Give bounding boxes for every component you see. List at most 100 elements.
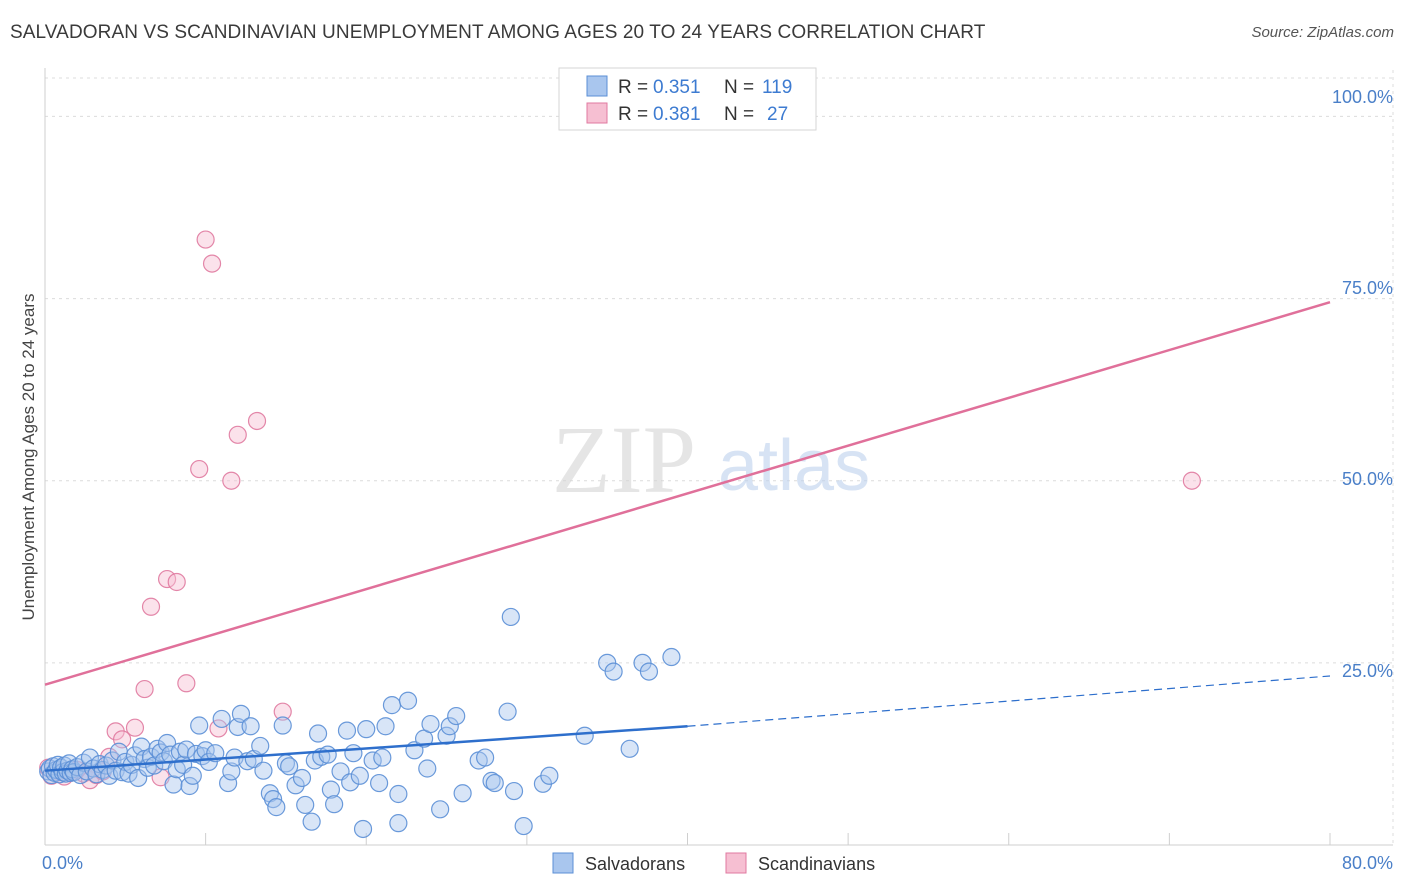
scandinavians-point	[209, 719, 228, 738]
salvadorans-point	[373, 748, 392, 767]
salvadorans-point	[604, 662, 623, 681]
y-tick-label-50: 50.0%	[1342, 469, 1393, 489]
scandinavians-point	[202, 254, 222, 273]
bottom-legend-label-scandinavians: Scandinavians	[758, 854, 875, 874]
bottom-legend-label-salvadorans: Salvadorans	[585, 854, 685, 874]
salvadorans-point	[440, 717, 459, 736]
salvadorans-point	[180, 776, 199, 796]
watermark-atlas: atlas	[718, 426, 870, 506]
salvadorans-point	[231, 704, 251, 723]
scandinavians-point	[125, 718, 145, 737]
salvadorans-point	[437, 726, 456, 745]
scandinavians-point	[177, 674, 196, 693]
bottom-legend-swatch-scandinavians	[725, 852, 747, 874]
scandinavians-point	[273, 702, 292, 721]
salvadorans-point	[398, 691, 418, 710]
x-tick-label-min: 0.0%	[42, 853, 83, 873]
scandinavians-point	[228, 425, 247, 444]
scandinavians-point	[222, 471, 241, 490]
salvadorans-point	[302, 812, 321, 831]
salvadorans-point	[280, 757, 299, 776]
salvadorans-point	[251, 736, 270, 756]
salvadorans-point	[620, 739, 639, 758]
salvadorans-point	[222, 762, 241, 781]
salvadorans-point	[418, 759, 437, 778]
salvadorans-point	[389, 784, 408, 804]
salvadorans-point	[431, 800, 450, 819]
salvadorans-point	[421, 714, 440, 734]
salvadorans-point	[514, 816, 533, 836]
legend-n-value-1: 119	[762, 77, 792, 98]
y-tick-labels: 25.0% 50.0% 75.0% 100.0%	[1332, 87, 1393, 681]
salvadorans-point	[296, 795, 315, 815]
salvadorans-point	[190, 716, 209, 735]
salvadorans-point	[382, 696, 402, 715]
salvadorans-point	[212, 709, 231, 729]
scandinavians-point	[141, 597, 161, 616]
salvadorans-point	[164, 775, 183, 794]
salvadorans-point	[292, 768, 312, 788]
salvadorans-point	[485, 773, 504, 793]
salvadorans-point	[337, 721, 357, 740]
scandinavians-point	[1182, 471, 1201, 490]
salvadorans-point	[183, 766, 202, 785]
watermark-zip: ZIP	[552, 406, 696, 513]
salvadorans-point	[286, 776, 305, 795]
scandinavians-point	[167, 572, 186, 592]
scandinavians-point	[196, 230, 215, 249]
salvadorans-point	[254, 761, 273, 780]
salvadorans-point	[476, 748, 495, 767]
salvadorans-point	[376, 717, 395, 736]
salvadorans-point	[453, 784, 472, 803]
salvadorans-point	[344, 744, 363, 763]
scandinavians-point	[190, 459, 209, 479]
legend-r-label-2: R =	[618, 104, 648, 125]
stats-legend: R = 0.351 N = 119 R = 0.381 N = 27	[558, 67, 817, 131]
salvadorans-point	[177, 740, 196, 759]
x-axis-ticks	[205, 833, 1331, 845]
salvadorans-point	[501, 607, 520, 627]
legend-r-value-2: 0.381	[653, 104, 701, 125]
y-tick-label-25: 25.0%	[1342, 661, 1393, 681]
salvadorans-point	[308, 724, 328, 743]
legend-n-value-2: 27	[767, 104, 788, 125]
legend-swatch-scandinavians	[586, 102, 608, 124]
salvadorans-point	[273, 716, 292, 735]
salvadorans-point	[389, 814, 408, 833]
salvadorans-point	[325, 795, 344, 814]
salvadorans-point	[370, 773, 389, 793]
salvadorans-point	[318, 745, 337, 764]
salvadorans-point	[498, 702, 517, 721]
scandinavians-trend-line	[44, 301, 1331, 686]
salvadorans-point	[575, 726, 594, 745]
chart-title: SALVADORAN VS SCANDINAVIAN UNEMPLOYMENT …	[10, 22, 986, 43]
legend-r-label-1: R =	[618, 77, 648, 98]
salvadorans-trend-extension	[687, 675, 1331, 727]
source-label: Source: ZipAtlas.com	[1251, 24, 1394, 41]
salvadorans-point	[350, 766, 369, 785]
legend-swatch-salvadorans	[586, 75, 608, 97]
scandinavians-point	[247, 411, 267, 431]
salvadorans-trend-line	[44, 724, 688, 772]
salvadorans-point	[662, 647, 681, 667]
salvadorans-point	[241, 717, 260, 736]
series-legend: Salvadorans Scandinavians	[552, 852, 875, 874]
salvadorans-point	[80, 748, 100, 767]
salvadorans-point	[321, 780, 341, 799]
legend-n-label-1: N =	[724, 77, 754, 98]
salvadorans-point	[219, 773, 238, 793]
legend-n-label-2: N =	[724, 104, 754, 125]
salvadorans-point	[447, 706, 466, 726]
salvadorans-point	[353, 819, 373, 839]
trend-lines	[44, 301, 1331, 772]
salvadorans-point	[357, 720, 376, 739]
salvadorans-point	[112, 763, 132, 782]
salvadorans-point	[540, 766, 559, 785]
salvadorans-point	[157, 733, 177, 753]
salvadorans-point	[639, 662, 659, 681]
legend-r-value-1: 0.351	[653, 77, 701, 98]
y-axis-label: Unemployment Among Ages 20 to 24 years	[19, 294, 38, 621]
scandinavians-point	[135, 679, 154, 699]
salvadorans-point	[482, 771, 501, 790]
